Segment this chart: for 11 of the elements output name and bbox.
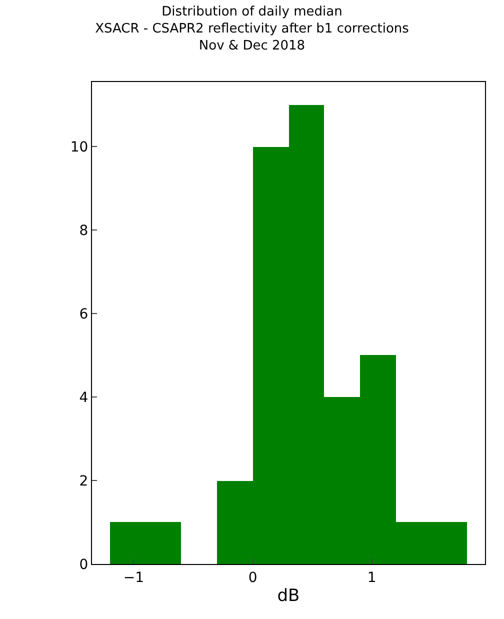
x-tick-label: −1 xyxy=(123,570,144,586)
x-axis-title: dB xyxy=(277,586,300,606)
x-tick-label: 0 xyxy=(248,570,258,586)
y-tick-label: 0 xyxy=(79,556,88,573)
y-tick-label: 10 xyxy=(70,140,88,156)
y-tick-label: 2 xyxy=(79,473,88,490)
y-tick-label: 6 xyxy=(79,306,88,323)
y-tick-label: 8 xyxy=(79,223,88,240)
x-tick-label: 1 xyxy=(367,570,376,586)
chart-title: Distribution of daily median XSACR - CSAPR2 reflectivity after b1 corrections Nov & Dec 2018 xyxy=(95,4,410,54)
y-tick-label: 4 xyxy=(79,390,88,406)
